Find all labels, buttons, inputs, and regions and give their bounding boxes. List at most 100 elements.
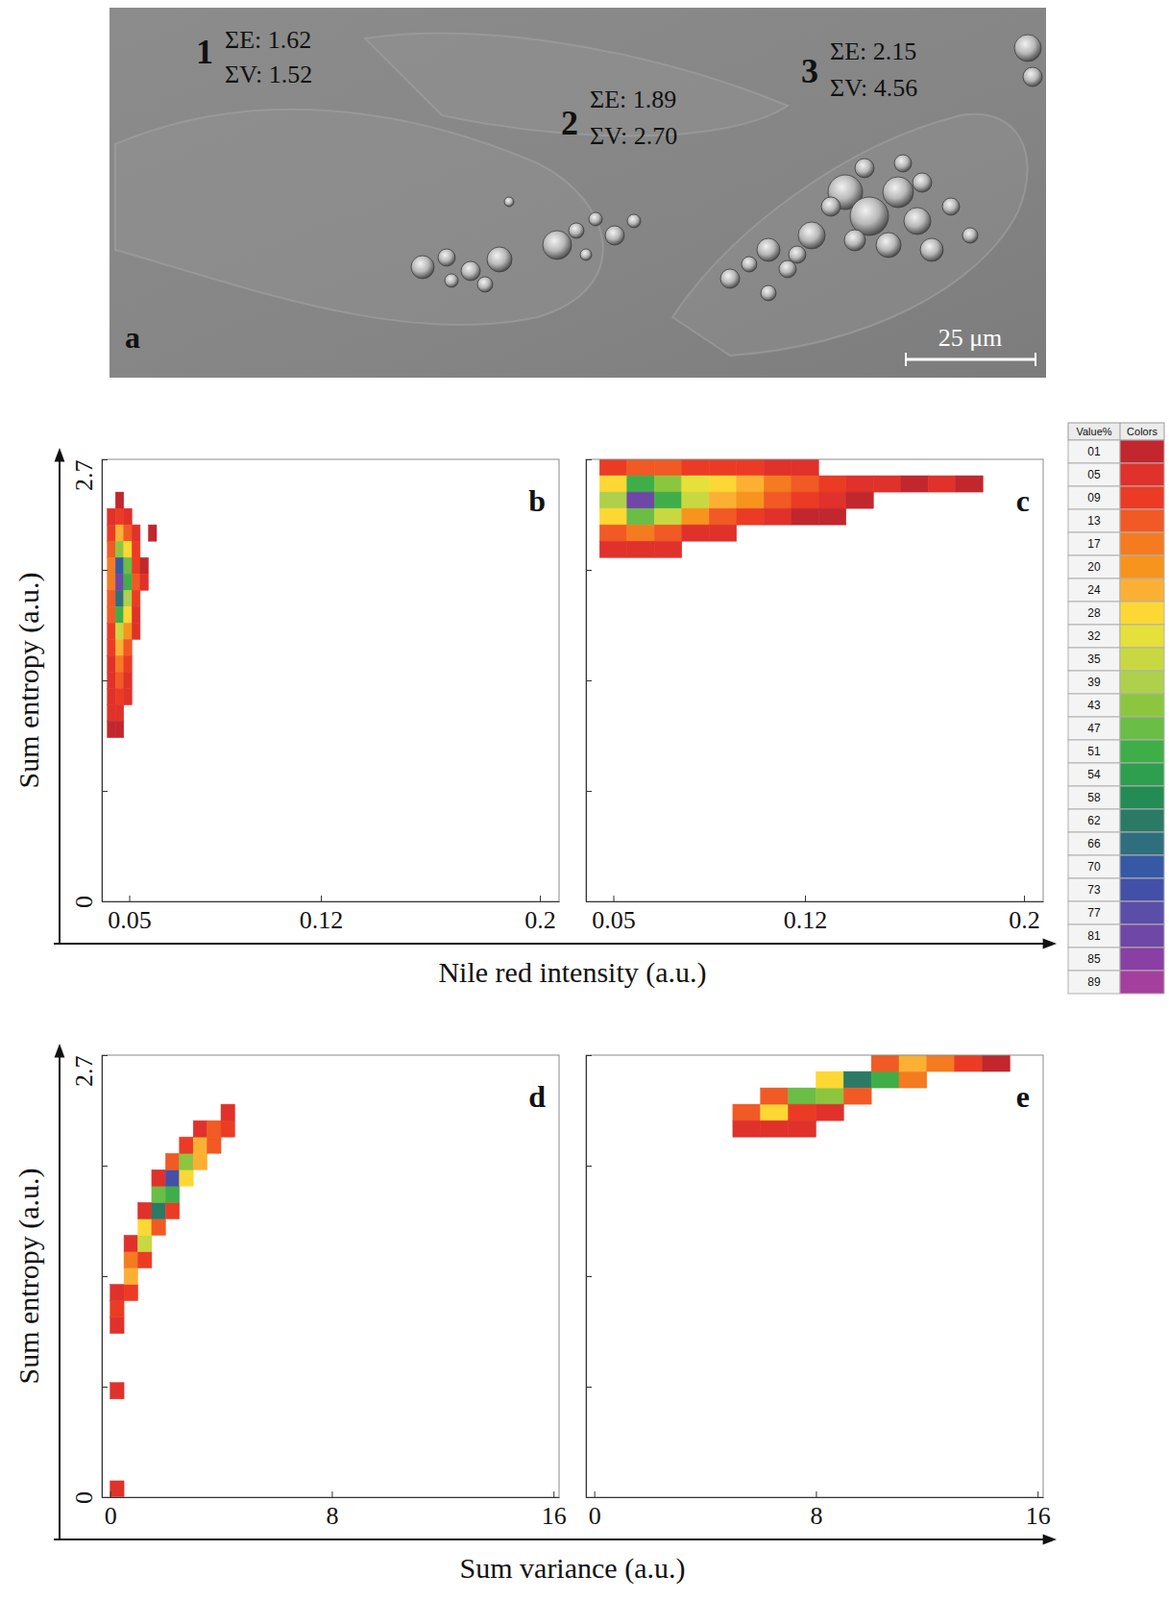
cell-outline	[115, 109, 604, 325]
legend-value-cell	[1068, 670, 1121, 694]
density-cell	[107, 655, 117, 672]
density-cell	[123, 589, 133, 607]
density-cell	[654, 491, 682, 509]
y-tick-mark	[585, 569, 592, 571]
legend-value: 32	[1087, 629, 1101, 643]
x-tick-mark	[331, 1490, 333, 1497]
density-cell	[107, 671, 117, 688]
density-cell	[927, 475, 956, 492]
density-cell	[110, 1300, 124, 1317]
density-cell	[708, 524, 737, 541]
vesicle	[444, 273, 459, 288]
y-axis: 02.7	[70, 460, 108, 909]
x-tick: 0.2	[1008, 895, 1041, 934]
x-tick-label: 0.2	[1008, 905, 1041, 934]
x-tick-mark	[110, 1490, 112, 1497]
legend-swatch	[1120, 462, 1165, 487]
legend-swatch	[1120, 647, 1165, 671]
x-tick-mark	[815, 1490, 817, 1497]
density-cell	[763, 508, 792, 525]
density-cell	[763, 459, 792, 476]
y-tick	[101, 569, 108, 571]
density-cell	[736, 508, 765, 525]
y-tick-mark	[585, 901, 592, 902]
y-tick-mark	[585, 680, 592, 682]
legend-header: Value%	[1075, 425, 1112, 438]
density-cell	[131, 606, 141, 623]
vesicle	[504, 196, 514, 207]
density-cell	[599, 459, 628, 476]
legend-value-cell	[1068, 439, 1121, 463]
region-entropy: ΣE: 2.15	[829, 37, 917, 66]
density-cell	[791, 508, 820, 525]
y-tick	[585, 1275, 592, 1277]
chart-panel: 0.050.120.202.7b	[70, 459, 561, 934]
density-cell	[843, 1087, 872, 1104]
density-cell	[220, 1103, 235, 1121]
density-cell	[107, 705, 117, 722]
y-axis: 02.7	[70, 1055, 108, 1505]
density-cell	[791, 475, 820, 492]
density-cell	[871, 1071, 900, 1088]
legend-swatch	[1120, 439, 1165, 463]
legend-swatch	[1120, 532, 1165, 556]
vesicle	[882, 176, 914, 208]
vesicle	[542, 230, 572, 260]
density-cell	[654, 540, 682, 558]
panel-label: b	[528, 483, 546, 518]
density-cell	[815, 1087, 844, 1104]
density-cell	[115, 540, 124, 558]
y-axis-title: Sum entropy (a.u.)	[12, 572, 46, 789]
density-cell	[818, 491, 847, 509]
density-cell	[115, 721, 124, 738]
legend-swatch	[1120, 624, 1165, 648]
arrow-head	[1043, 1534, 1057, 1545]
y-tick-mark	[585, 1165, 592, 1167]
scale-bar-end	[1034, 352, 1037, 366]
x-tick-mark	[1037, 1490, 1039, 1497]
density-cell	[788, 1087, 817, 1104]
panel-label: a	[124, 319, 141, 355]
plot-background	[585, 459, 1044, 902]
vesicle	[487, 246, 512, 272]
legend-value: 66	[1087, 836, 1101, 851]
density-cell	[138, 1250, 152, 1267]
density-cell	[115, 655, 124, 672]
y-tick-mark	[101, 680, 108, 682]
y-tick	[101, 680, 108, 682]
x-axis-line	[586, 901, 1045, 902]
x-axis-line	[102, 901, 561, 902]
density-cell	[123, 622, 133, 639]
x-tick-mark	[594, 1490, 596, 1497]
legend-value-cell	[1068, 532, 1121, 556]
density-cell	[123, 655, 133, 672]
plot-frame	[101, 459, 560, 902]
density-cell	[165, 1152, 179, 1169]
density-cell	[846, 491, 875, 509]
legend-swatch	[1120, 808, 1165, 832]
vesicle	[411, 255, 435, 279]
density-cell	[138, 1234, 152, 1251]
vesicle	[568, 222, 585, 239]
legend-value-cell	[1068, 486, 1121, 510]
legend-swatch	[1120, 947, 1165, 971]
density-cell	[207, 1120, 221, 1137]
vesicle	[962, 227, 978, 244]
y-tick	[585, 1496, 592, 1498]
y-tick-mark	[101, 1054, 108, 1056]
density-cell	[179, 1169, 194, 1186]
density-cell	[115, 524, 124, 541]
density-cell	[115, 622, 124, 639]
density-cell	[123, 1234, 138, 1251]
y-tick-mark	[101, 1275, 108, 1277]
density-cell	[788, 1103, 817, 1121]
y-tick	[585, 1386, 592, 1388]
legend-divider	[1120, 422, 1121, 440]
vesicle	[580, 248, 592, 261]
density-cell	[110, 1382, 124, 1399]
density-cell	[107, 721, 117, 738]
x-tick: 16	[541, 1490, 567, 1530]
legend-header: Colors	[1126, 425, 1158, 438]
density-cell	[110, 1480, 124, 1497]
density-cell	[627, 459, 656, 476]
